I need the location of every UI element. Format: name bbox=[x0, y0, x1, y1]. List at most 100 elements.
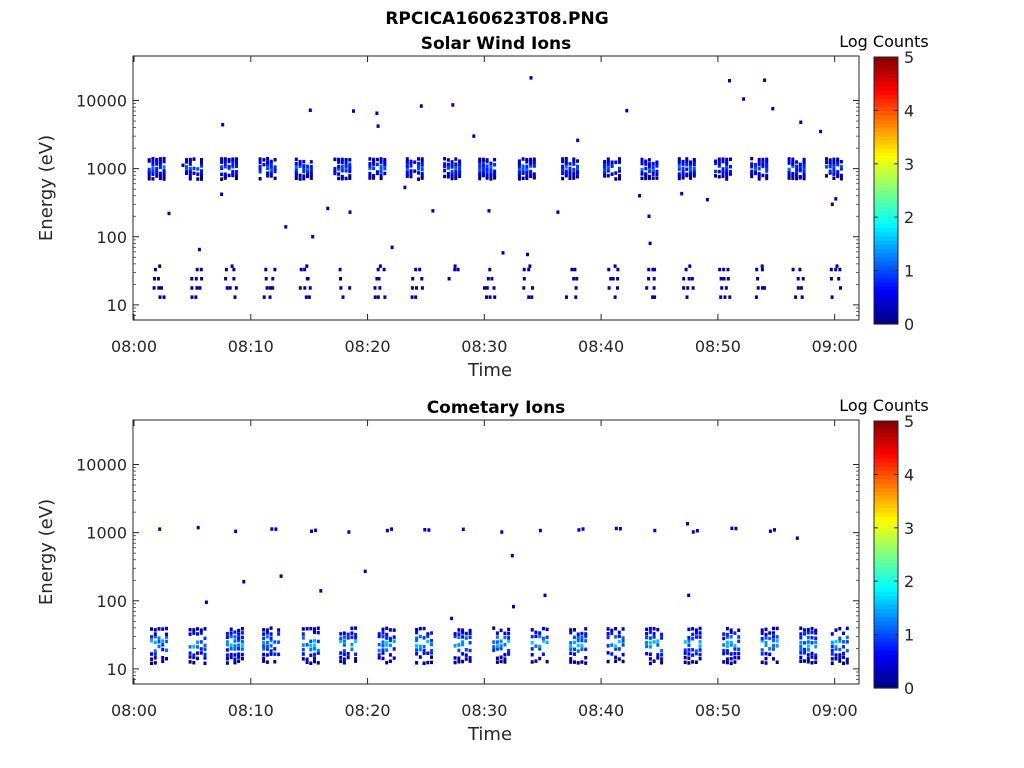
ion-band-cell bbox=[220, 177, 224, 181]
ion-band-cell bbox=[698, 631, 702, 635]
ion-band-cell bbox=[685, 172, 689, 176]
ion-band-cell bbox=[764, 627, 768, 632]
ion-band-cell bbox=[348, 176, 352, 180]
ion-band-cell bbox=[158, 157, 162, 161]
ion-band-cell bbox=[372, 159, 376, 164]
ion-band-cell bbox=[541, 652, 545, 656]
ion-band-cell bbox=[606, 169, 610, 173]
isolated-count bbox=[742, 97, 746, 101]
ion-band-cell bbox=[569, 644, 573, 649]
ion-band-cell bbox=[757, 157, 761, 162]
ion-band-cell bbox=[301, 647, 305, 652]
low-energy-cell bbox=[837, 277, 841, 281]
ion-band-cell bbox=[495, 660, 499, 664]
ion-band-cell bbox=[521, 167, 525, 172]
ion-band-cell bbox=[235, 164, 238, 169]
ion-band-cell bbox=[185, 166, 188, 171]
low-energy-cell bbox=[647, 277, 651, 281]
colorbar-segment bbox=[874, 496, 898, 501]
ion-band-cell bbox=[269, 636, 273, 640]
isolated-count bbox=[376, 124, 380, 128]
low-energy-cell bbox=[230, 264, 234, 268]
y-axis-label: Energy (eV) bbox=[36, 135, 57, 241]
colorbar-segment bbox=[874, 136, 898, 142]
colorbar-segment bbox=[874, 265, 898, 271]
ion-band-cell bbox=[443, 157, 447, 161]
ion-band-cell bbox=[580, 647, 584, 651]
ion-band-cell bbox=[269, 159, 273, 164]
ion-band-cell bbox=[842, 661, 845, 665]
ion-band-cell bbox=[413, 169, 417, 173]
ion-band-cell bbox=[196, 177, 200, 181]
ion-band-cell bbox=[652, 631, 656, 636]
ion-band-cell bbox=[200, 160, 203, 165]
ion-band-cell bbox=[517, 167, 521, 171]
colorbar-segment bbox=[874, 650, 898, 656]
x-tick-label: 08:40 bbox=[578, 337, 624, 356]
ion-band-cell bbox=[750, 169, 754, 174]
low-energy-cell bbox=[271, 286, 275, 290]
ion-band-cell bbox=[499, 644, 503, 648]
ion-band-cell bbox=[188, 632, 192, 636]
upper-band-cell bbox=[385, 528, 389, 533]
ion-band-cell bbox=[681, 166, 685, 171]
ion-band-cell bbox=[722, 636, 726, 641]
low-energy-cell bbox=[378, 264, 382, 268]
ion-band-cell bbox=[652, 659, 656, 663]
ion-band-cell bbox=[377, 634, 381, 639]
low-energy-cell bbox=[341, 295, 345, 299]
ion-band-cell bbox=[235, 160, 238, 165]
ion-band-cell bbox=[652, 640, 656, 644]
low-energy-cell bbox=[376, 295, 380, 299]
colorbar-segment bbox=[874, 94, 898, 100]
ion-band-cell bbox=[430, 660, 433, 665]
ion-band-cell bbox=[418, 647, 422, 652]
isolated-count bbox=[576, 138, 580, 143]
ion-band-cell bbox=[240, 656, 244, 661]
ion-band-cell bbox=[409, 169, 413, 173]
ion-band-cell bbox=[199, 651, 203, 655]
low-energy-cell bbox=[722, 267, 726, 272]
low-energy-cell bbox=[839, 286, 842, 290]
ion-band-cell bbox=[791, 160, 795, 165]
low-energy-cell bbox=[607, 286, 611, 290]
ion-band-cell bbox=[677, 161, 681, 166]
ion-band-cell bbox=[237, 659, 241, 663]
ion-band-cell bbox=[339, 655, 343, 660]
low-energy-cell bbox=[653, 267, 656, 272]
ion-band-cell bbox=[372, 162, 376, 166]
ion-band-cell bbox=[618, 169, 621, 173]
ion-band-cell bbox=[348, 162, 352, 167]
upper-band-cell bbox=[274, 527, 278, 531]
ion-band-cell bbox=[717, 175, 721, 179]
colorbar-segment bbox=[874, 319, 898, 325]
ion-band-cell bbox=[647, 164, 651, 169]
ion-band-cell bbox=[313, 639, 316, 643]
ion-band-cell bbox=[606, 174, 610, 178]
ion-band-cell bbox=[301, 636, 305, 640]
low-energy-cell bbox=[199, 267, 203, 272]
ion-band-cell bbox=[787, 157, 791, 161]
ion-band-cell bbox=[530, 653, 534, 657]
ion-band-cell bbox=[492, 640, 496, 644]
isolated-count bbox=[799, 120, 803, 124]
ion-band-cell bbox=[231, 162, 235, 167]
ion-band-cell bbox=[188, 157, 192, 162]
ion-band-cell bbox=[798, 167, 802, 172]
colorbar-segment bbox=[874, 675, 898, 681]
ion-band-cell bbox=[606, 632, 610, 636]
colorbar-segment bbox=[874, 454, 898, 460]
ion-band-cell bbox=[199, 631, 203, 635]
colorbar-segment bbox=[874, 169, 898, 175]
isolated-count bbox=[512, 604, 515, 609]
ion-band-cell bbox=[417, 171, 420, 175]
ion-band-cell bbox=[689, 174, 692, 179]
colorbar-segment bbox=[874, 629, 898, 635]
ion-band-cell bbox=[610, 163, 614, 167]
ion-band-cell bbox=[420, 159, 424, 163]
ion-band-cell bbox=[584, 632, 588, 636]
ion-band-cell bbox=[237, 655, 241, 659]
ion-band-cell bbox=[764, 656, 768, 661]
ion-band-cell bbox=[430, 642, 433, 647]
ion-band-cell bbox=[418, 626, 422, 631]
